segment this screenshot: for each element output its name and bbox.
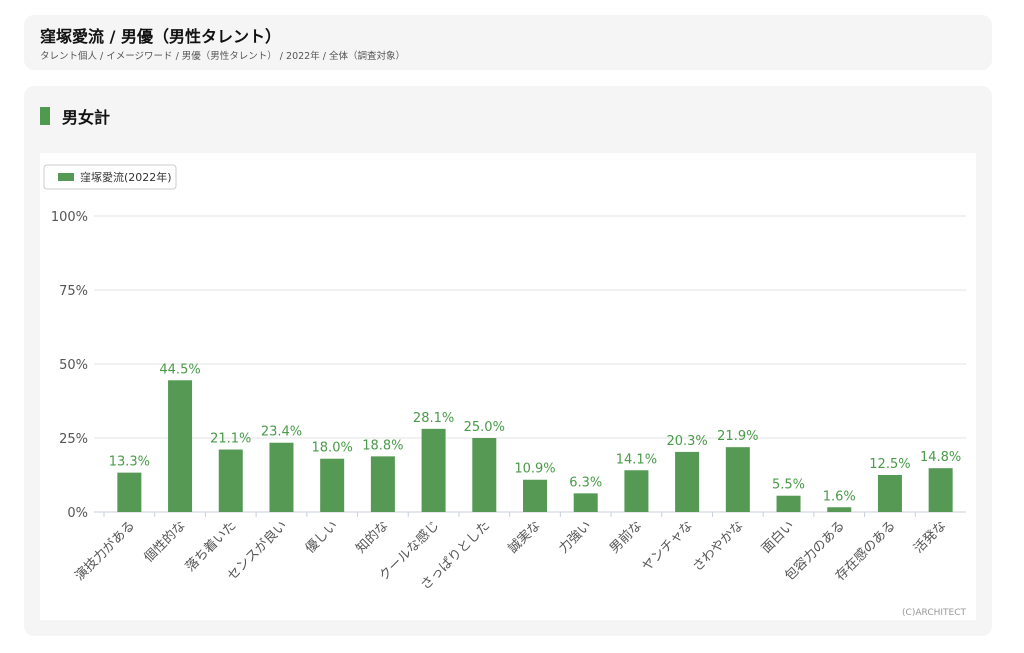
breadcrumb: タレント個人 / イメージワード / 男優（男性タレント） / 2022年 / … bbox=[40, 51, 405, 62]
x-tick-label: 力強い bbox=[556, 518, 594, 556]
x-tick-label: 誠実な bbox=[505, 518, 544, 557]
bar bbox=[117, 472, 142, 512]
data-label: 6.3% bbox=[569, 475, 602, 490]
x-tick-label: 活発な bbox=[911, 518, 949, 556]
bar bbox=[168, 380, 193, 512]
copyright: (C)ARCHITECT bbox=[902, 608, 966, 618]
section-marker bbox=[40, 107, 50, 125]
x-tick-label: さわやかな bbox=[690, 518, 747, 575]
bar bbox=[218, 449, 243, 512]
bar bbox=[421, 428, 446, 512]
bar bbox=[370, 456, 395, 512]
data-label: 25.0% bbox=[464, 420, 505, 435]
y-tick-label: 100% bbox=[51, 210, 88, 225]
bar bbox=[573, 493, 598, 512]
bar bbox=[928, 468, 953, 512]
chart-area: 0% 25% 50% 75% 100% 窪塚愛流(2022年) 13.3% 演技力がある 44.… bbox=[40, 153, 976, 620]
page-header: 窪塚愛流 / 男優（男性タレント） タレント個人 / イメージワード / 男優（… bbox=[24, 15, 992, 70]
section-title-text: 男女計 bbox=[62, 108, 111, 127]
data-label: 28.1% bbox=[413, 411, 454, 426]
legend-label: 窪塚愛流(2022年) bbox=[80, 170, 172, 184]
bar bbox=[472, 438, 497, 512]
data-label: 21.9% bbox=[717, 429, 758, 444]
bar bbox=[725, 447, 750, 512]
bar bbox=[624, 470, 649, 512]
bar bbox=[827, 507, 852, 512]
y-tick-label: 50% bbox=[59, 358, 88, 373]
x-tick-label: 個性的な bbox=[141, 518, 189, 566]
data-label: 23.4% bbox=[261, 425, 302, 440]
y-tick-label: 0% bbox=[67, 506, 88, 521]
chart-card: 男女計 0% 25% 50% 75% 100% 窪塚愛流(2022年) 13.3% 演技力があ… bbox=[24, 86, 992, 636]
section-title: 男女計 bbox=[40, 104, 110, 128]
bar bbox=[776, 495, 801, 512]
data-label: 20.3% bbox=[666, 434, 707, 449]
bar bbox=[523, 479, 547, 512]
legend-swatch bbox=[58, 173, 74, 181]
x-tick-label: 演技力がある bbox=[72, 518, 138, 584]
x-tick-label: 知的な bbox=[353, 518, 392, 557]
data-label: 13.3% bbox=[109, 455, 150, 470]
y-tick-label: 25% bbox=[59, 432, 88, 447]
x-tick-label: 面白い bbox=[758, 518, 797, 557]
x-tick-label: 優しい bbox=[303, 518, 341, 556]
data-label: 10.9% bbox=[514, 462, 555, 477]
x-tick-label: ヤンチャな bbox=[639, 518, 695, 574]
data-label: 44.5% bbox=[159, 362, 200, 377]
x-tick-label: 男前な bbox=[606, 518, 645, 557]
y-tick-label: 75% bbox=[59, 284, 88, 299]
data-label: 21.1% bbox=[210, 432, 251, 447]
bar bbox=[675, 451, 700, 512]
bar bbox=[320, 458, 345, 512]
data-label: 1.6% bbox=[823, 489, 856, 504]
page-title: 窪塚愛流 / 男優（男性タレント） bbox=[40, 27, 281, 46]
data-label: 14.1% bbox=[616, 452, 657, 467]
legend-box bbox=[43, 164, 177, 190]
data-label: 14.8% bbox=[920, 450, 961, 465]
bar-chart: 0% 25% 50% 75% 100% 窪塚愛流(2022年) 13.3% 演技力がある 44.… bbox=[43, 164, 966, 618]
bar bbox=[269, 442, 294, 512]
data-label: 12.5% bbox=[869, 457, 910, 472]
bar bbox=[877, 475, 902, 512]
data-label: 18.0% bbox=[312, 441, 353, 456]
data-label: 18.8% bbox=[362, 438, 403, 453]
data-label: 5.5% bbox=[772, 478, 805, 493]
